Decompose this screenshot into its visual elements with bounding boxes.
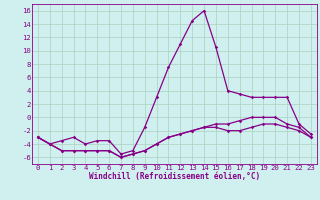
X-axis label: Windchill (Refroidissement éolien,°C): Windchill (Refroidissement éolien,°C)	[89, 172, 260, 181]
